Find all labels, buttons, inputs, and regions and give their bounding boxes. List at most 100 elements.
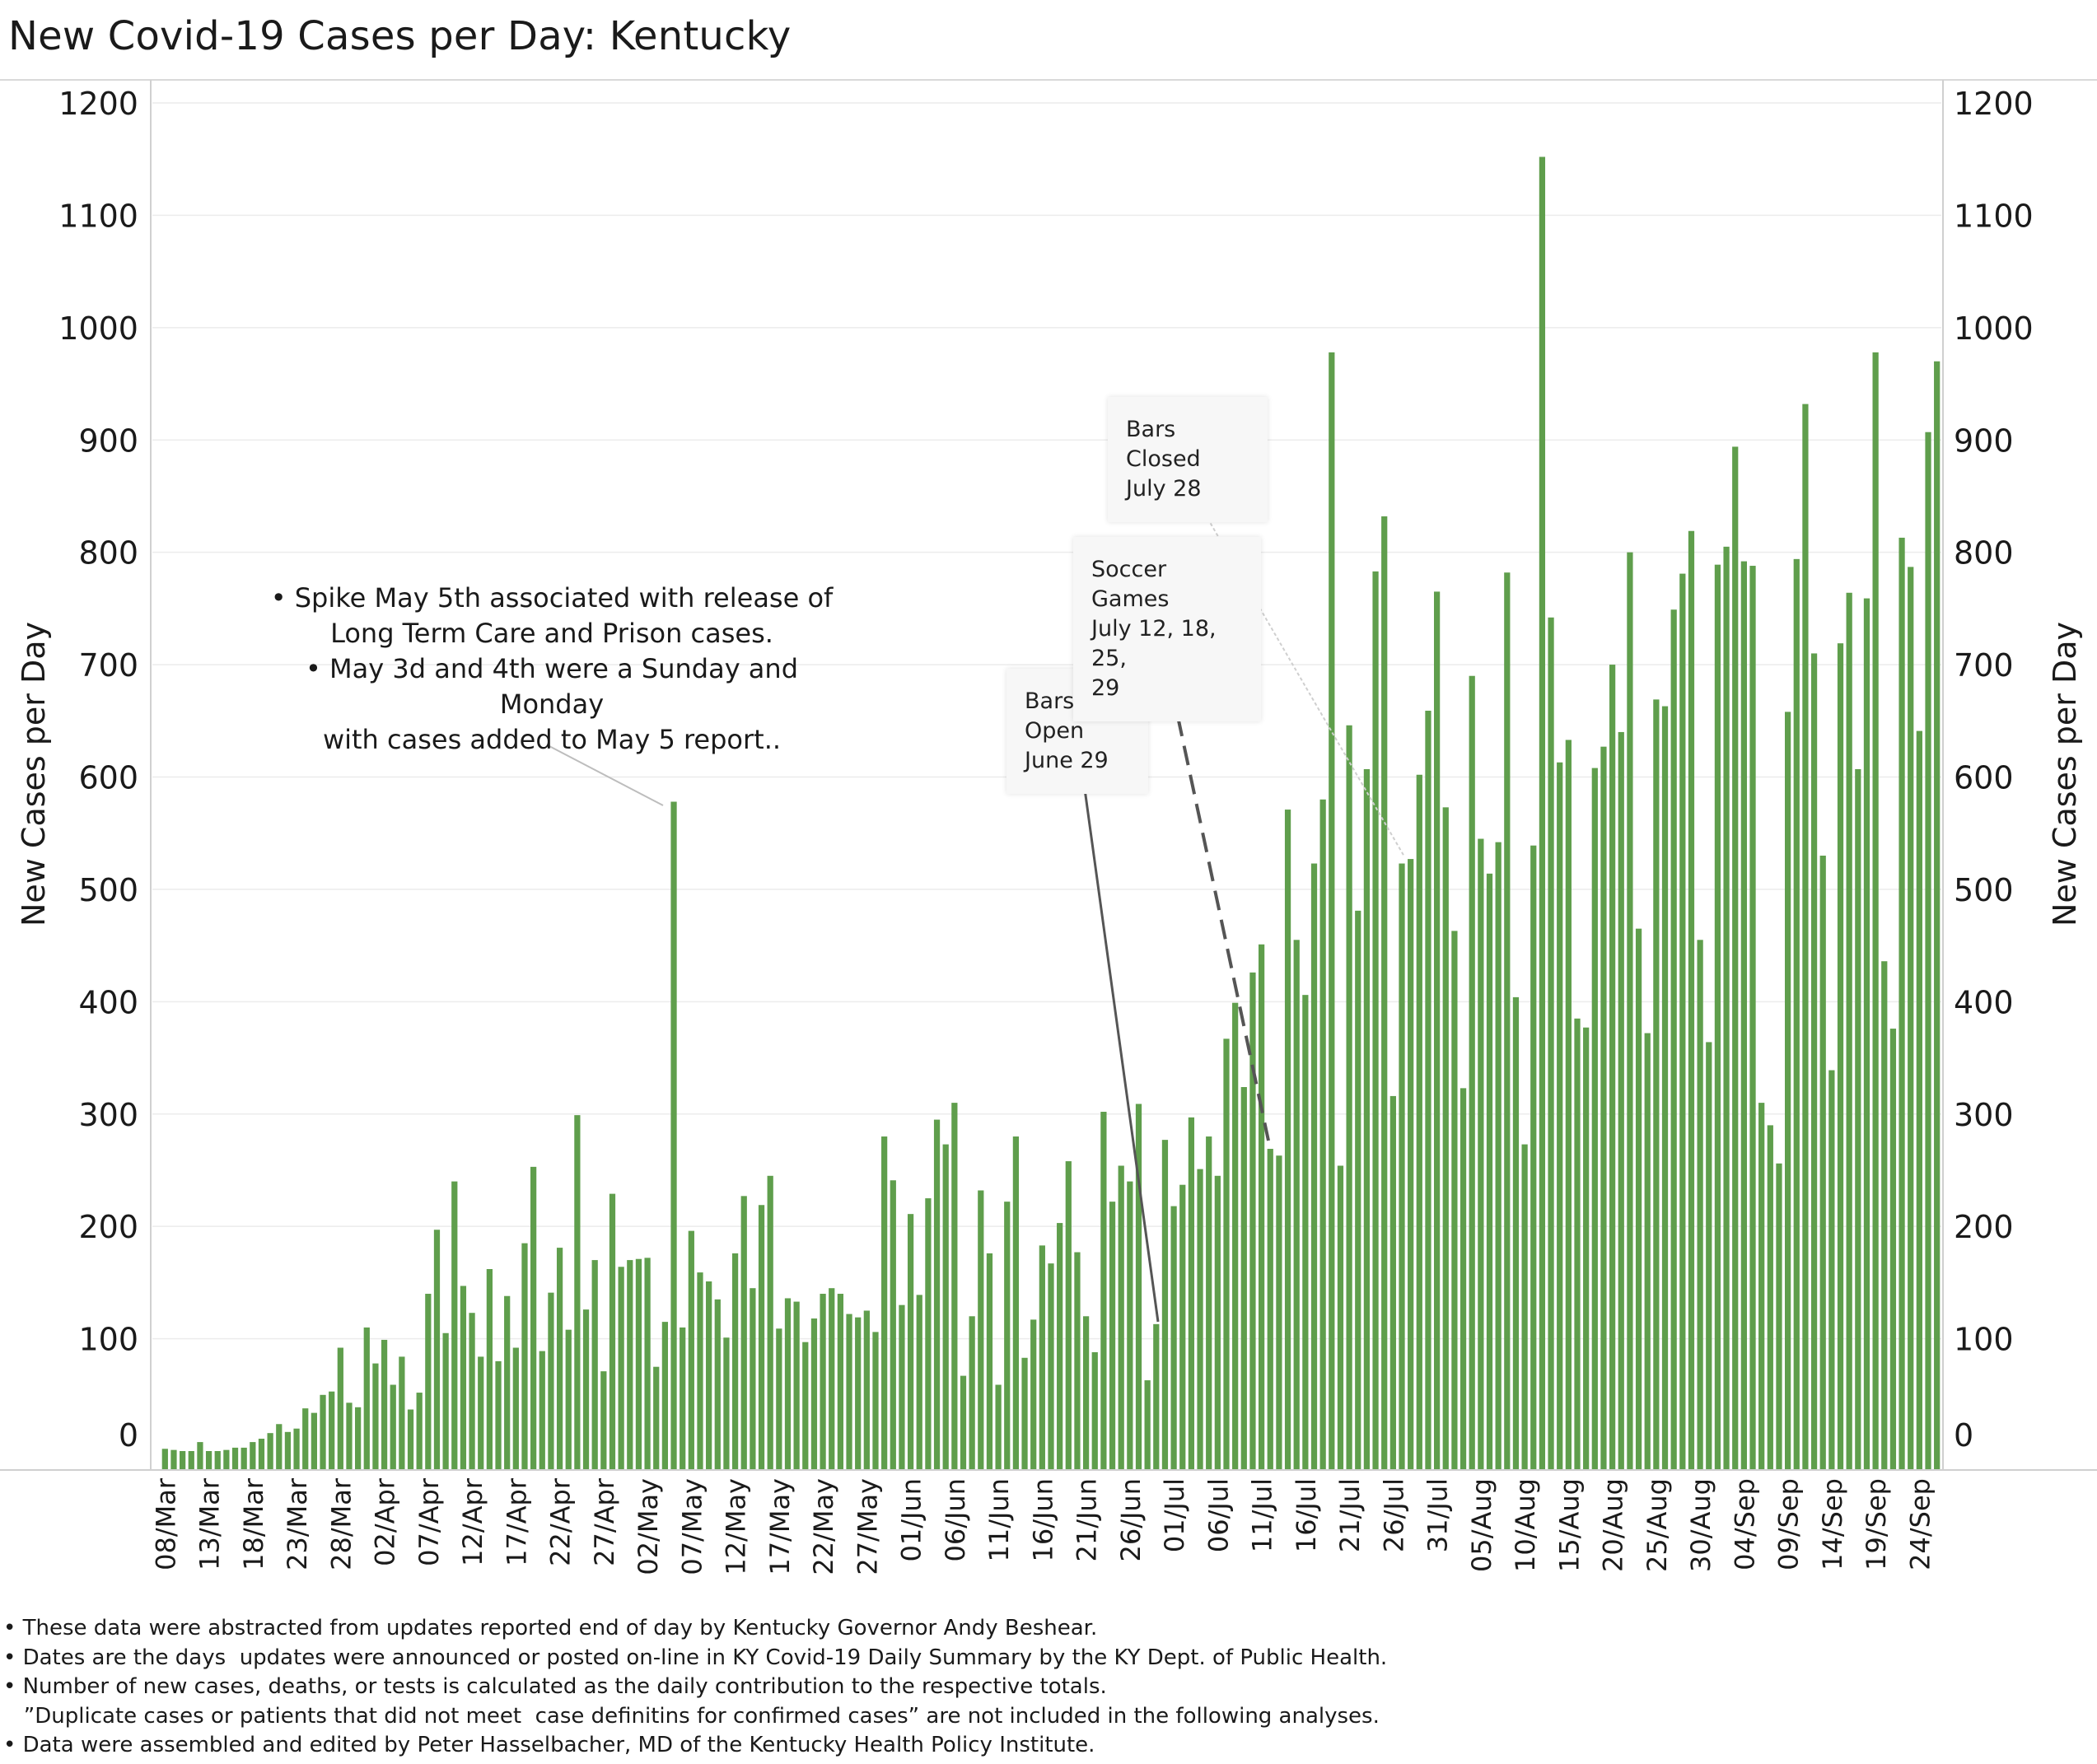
x-tick-label: 24/Sep: [1904, 1478, 1936, 1570]
bar: [504, 1295, 511, 1469]
y-tick-label-right: 700: [1954, 647, 2014, 684]
bar: [1785, 712, 1791, 1469]
bar: [433, 1230, 441, 1469]
bar: [872, 1332, 879, 1469]
bar: [180, 1451, 186, 1469]
bar: [320, 1394, 326, 1469]
bar: [1521, 1144, 1528, 1469]
y-tick-label-left: 200: [78, 1209, 138, 1245]
x-tick-label: 14/Sep: [1817, 1478, 1848, 1570]
x-tick-label: 28/Mar: [325, 1477, 357, 1570]
bar: [1810, 653, 1818, 1469]
bar: [635, 1258, 642, 1469]
bar: [1908, 567, 1914, 1469]
bars-closed-annotation: Bars Closed July 28: [1108, 397, 1268, 522]
bar: [776, 1328, 782, 1469]
y-tick-label-left: 1000: [58, 310, 138, 347]
bar: [390, 1384, 396, 1469]
bar: [723, 1337, 730, 1469]
bar: [837, 1294, 844, 1469]
bar: [820, 1294, 826, 1469]
bar: [214, 1451, 221, 1469]
bar: [521, 1243, 528, 1469]
x-tick-label: 11/Jul: [1247, 1478, 1278, 1552]
y-tick-label-left: 500: [78, 872, 138, 908]
soccer-games-annotation: Soccer Games July 12, 18, 25, 29: [1073, 537, 1261, 721]
x-tick-label: 08/Mar: [150, 1477, 181, 1570]
bar: [1819, 855, 1826, 1469]
y-axis-right: 0 100 200 300 400 500 600 700 800 900 1000 1100 1200: [1954, 86, 2034, 1454]
x-tick-label: 16/Jun: [1027, 1478, 1058, 1562]
bar: [1802, 404, 1809, 1470]
x-tick-label: 10/Aug: [1510, 1478, 1541, 1572]
bar: [1495, 842, 1502, 1469]
bar: [1127, 1181, 1133, 1469]
bar: [1758, 1103, 1765, 1469]
y-tick-label-left: 300: [78, 1097, 138, 1133]
y-tick-label-right: 1000: [1954, 310, 2034, 347]
footnote-line: • Data were assembled and edited by Pete…: [3, 1733, 1095, 1757]
bar: [600, 1371, 607, 1469]
bar: [1899, 537, 1905, 1470]
bar: [995, 1384, 1002, 1469]
bar: [1714, 564, 1721, 1470]
bar: [890, 1180, 896, 1469]
y-tick-label-left: 1100: [58, 198, 138, 234]
bars: [161, 156, 1941, 1470]
bar: [381, 1339, 388, 1469]
x-tick-label: 06/Jun: [940, 1478, 971, 1562]
bar: [618, 1267, 624, 1469]
bar: [1600, 746, 1607, 1469]
bar: [1925, 432, 1931, 1470]
bar: [460, 1286, 467, 1469]
x-tick-label: 06/Jul: [1203, 1478, 1234, 1552]
bar: [346, 1402, 353, 1469]
bar: [407, 1409, 414, 1469]
bar: [1688, 530, 1695, 1469]
bar: [1363, 768, 1371, 1469]
x-tick-label: 07/Apr: [413, 1477, 445, 1566]
bar: [591, 1260, 598, 1469]
x-tick-label: 11/Jun: [983, 1478, 1015, 1562]
y-tick-label-right: 600: [1954, 760, 2014, 796]
x-tick-label: 17/Apr: [501, 1477, 532, 1566]
bar: [442, 1332, 449, 1469]
bar: [241, 1447, 247, 1469]
bar: [1934, 361, 1941, 1469]
y-tick-label-right: 1100: [1954, 198, 2034, 234]
spike-annotation: • Spike May 5th associated with release …: [270, 582, 834, 755]
x-tick-label: 15/Aug: [1553, 1478, 1585, 1572]
bar: [1206, 1136, 1212, 1469]
bar: [548, 1292, 554, 1469]
bar: [1697, 940, 1703, 1469]
bar: [1776, 1163, 1782, 1469]
bar: [574, 1115, 581, 1469]
x-tick-label: 21/Jun: [1072, 1478, 1103, 1562]
bar: [810, 1318, 818, 1469]
bar: [582, 1309, 590, 1469]
bar: [451, 1181, 458, 1469]
bar: [1021, 1357, 1028, 1469]
bar: [197, 1442, 203, 1469]
footnote-line: • Number of new cases, deaths, or tests …: [3, 1674, 1107, 1699]
bar: [1916, 730, 1922, 1469]
bar: [399, 1356, 405, 1469]
bar: [969, 1316, 975, 1469]
bar: [231, 1447, 239, 1469]
x-tick-label: 02/May: [633, 1478, 664, 1575]
bar: [1293, 940, 1300, 1469]
x-tick-label: 21/Jul: [1334, 1478, 1366, 1552]
y-tick-label-left: 0: [119, 1417, 138, 1454]
bar: [337, 1347, 343, 1469]
bar: [793, 1301, 800, 1469]
gridlines: [152, 102, 1941, 1340]
bar: [363, 1327, 370, 1469]
bar: [784, 1298, 792, 1469]
bar: [1574, 1018, 1581, 1469]
x-tick-label: 05/Aug: [1466, 1478, 1497, 1572]
bar: [1004, 1202, 1011, 1469]
bar: [1635, 928, 1642, 1469]
bar: [1618, 731, 1624, 1469]
bar: [1530, 845, 1537, 1469]
bar: [1065, 1161, 1072, 1469]
